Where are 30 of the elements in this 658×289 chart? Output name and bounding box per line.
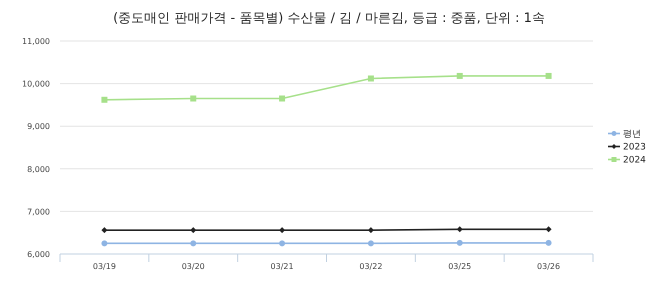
x-tick-label: 03/26 [537, 262, 560, 271]
legend-label: 2023 [623, 142, 646, 152]
point [101, 240, 108, 246]
x-tick-label: 03/20 [182, 262, 205, 271]
point [546, 226, 552, 232]
point [456, 72, 463, 79]
point [101, 96, 108, 103]
y-tick-label: 7,000 [27, 207, 50, 216]
point [101, 227, 108, 234]
point [368, 75, 374, 82]
y-tick-label: 8,000 [27, 164, 50, 174]
point [279, 240, 286, 246]
point [456, 240, 463, 246]
x-tick-label: 03/21 [270, 262, 294, 271]
x-tick-label: 03/22 [359, 262, 382, 271]
y-tick-label: 6,000 [27, 250, 50, 259]
x-tick-label: 03/25 [448, 262, 472, 271]
point [190, 240, 196, 246]
point [279, 96, 286, 102]
y-tick-label: 10,000 [22, 80, 50, 89]
x-tick-label: 03/19 [92, 262, 116, 271]
point [190, 96, 196, 102]
y-tick-label: 11,000 [22, 37, 50, 46]
point [546, 240, 552, 246]
point [368, 240, 374, 246]
y-tick-label: 9,000 [27, 122, 50, 132]
point [546, 72, 552, 79]
chart-title: (중도매인 판매가격 - 품목별) 수산물 / 김 / 마른김, 등급 : 중품, 단위 : 1속 [113, 11, 545, 26]
legend-label: 2024 [623, 156, 646, 166]
legend-label: 평년 [623, 130, 641, 140]
